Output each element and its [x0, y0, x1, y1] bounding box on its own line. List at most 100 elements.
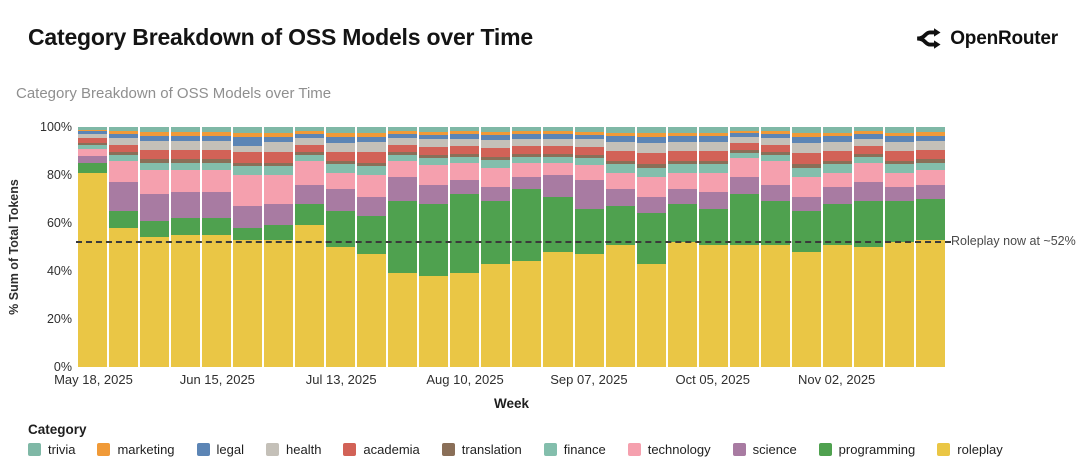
- bar-segment-science: [140, 194, 170, 221]
- bar-segment-science: [760, 184, 790, 202]
- bar-segment-science: [512, 177, 542, 190]
- bar-segment-health: [326, 142, 356, 152]
- bar-segment-health: [388, 137, 418, 145]
- stacked-bar-week-21: [698, 127, 728, 367]
- bar-segment-finance: [202, 162, 232, 171]
- bar-segment-health: [295, 137, 325, 145]
- bar-segment-translation: [388, 151, 418, 155]
- bar-segment-legal: [667, 136, 697, 142]
- legend-swatch-academia: [343, 443, 357, 456]
- bar-segment-programming: [233, 227, 263, 240]
- legend-item-translation[interactable]: translation: [441, 442, 522, 457]
- bar-segment-finance: [636, 168, 666, 178]
- bar-segment-health: [853, 138, 883, 146]
- legend-item-legal[interactable]: legal: [196, 442, 244, 457]
- stacked-bar-week-22: [729, 127, 759, 367]
- bar-segment-programming: [109, 211, 139, 228]
- bar-segment-technology: [140, 170, 170, 195]
- bar-segment-academia: [171, 149, 201, 160]
- bar-segment-programming: [667, 203, 697, 243]
- bar-segment-programming: [450, 194, 480, 274]
- bar-segment-legal: [636, 137, 666, 144]
- legend-title: Category: [28, 422, 87, 437]
- bar-segment-health: [574, 139, 604, 147]
- bar-segment-technology: [171, 170, 201, 192]
- legend-swatch-technology: [627, 443, 641, 456]
- bar-segment-academia: [698, 150, 728, 161]
- bar-segment-translation: [171, 159, 201, 163]
- bar-segment-science: [326, 189, 356, 211]
- bar-segment-programming: [605, 206, 635, 245]
- stacked-bar-week-5: [202, 127, 232, 367]
- bar-segment-finance: [822, 164, 852, 173]
- legend-item-technology[interactable]: technology: [627, 442, 711, 457]
- stacked-bar-week-11: [388, 127, 418, 367]
- bar-segment-programming: [202, 218, 232, 235]
- legend-item-health[interactable]: health: [266, 442, 321, 457]
- bar-segment-science: [605, 189, 635, 207]
- bar-segment-roleplay: [636, 263, 666, 367]
- bar-segment-legal: [543, 134, 573, 139]
- bar-segment-marketing: [884, 132, 914, 137]
- legend-label: technology: [647, 442, 711, 457]
- bar-segment-finance: [884, 164, 914, 173]
- legend-item-marketing[interactable]: marketing: [97, 442, 175, 457]
- bar-segment-programming: [481, 201, 511, 264]
- bar-segment-technology: [667, 172, 697, 190]
- x-tick: Jul 13, 2025: [305, 372, 377, 387]
- bar-segment-legal: [450, 134, 480, 139]
- bar-segment-science: [884, 187, 914, 202]
- bar-segment-roleplay: [109, 227, 139, 367]
- bar-segment-marketing: [605, 132, 635, 137]
- y-tick-0: 0%: [53, 360, 72, 374]
- bar-segment-finance: [915, 162, 945, 171]
- x-tick: Sep 07, 2025: [550, 372, 628, 387]
- stacked-bar-week-3: [140, 127, 170, 367]
- bar-segment-technology: [264, 175, 294, 204]
- bar-segment-marketing: [140, 132, 170, 136]
- bar-segment-marketing: [853, 131, 883, 135]
- legend-label: marketing: [117, 442, 175, 457]
- legend-label: finance: [563, 442, 606, 457]
- bar-segment-trivia: [419, 127, 449, 132]
- bar-segment-roleplay: [884, 242, 914, 367]
- bar-segment-marketing: [388, 131, 418, 134]
- x-axis-ticks: May 18, 2025 Jun 15, 2025 Jul 13, 2025 Aug …: [54, 372, 945, 388]
- bar-segment-marketing: [264, 132, 294, 137]
- stacked-bar-week-27: [884, 127, 914, 367]
- bar-segment-legal: [574, 134, 604, 140]
- bar-segment-marketing: [481, 131, 511, 136]
- bar-segment-science: [295, 184, 325, 204]
- legend-item-roleplay[interactable]: roleplay: [937, 442, 1003, 457]
- bar-segment-technology: [419, 165, 449, 185]
- bar-segment-programming: [729, 194, 759, 245]
- bar-segment-academia: [760, 144, 790, 152]
- bar-segment-academia: [605, 150, 635, 161]
- legend-item-programming[interactable]: programming: [818, 442, 915, 457]
- openrouter-logo: OpenRouter: [914, 26, 1058, 51]
- bar-segment-translation: [822, 160, 852, 165]
- bar-segment-programming: [791, 211, 821, 252]
- legend-item-science[interactable]: science: [732, 442, 797, 457]
- legend-items: trivia marketing legal health academia transl…: [28, 442, 1003, 457]
- legend-item-trivia[interactable]: trivia: [28, 442, 75, 457]
- bar-segment-academia: [357, 152, 387, 163]
- bar-segment-academia: [140, 149, 170, 160]
- stacked-bar-week-26: [853, 127, 883, 367]
- bar-segment-technology: [78, 148, 108, 156]
- chart-subtitle: Category Breakdown of OSS Models over Ti…: [16, 85, 332, 102]
- legend-item-academia[interactable]: academia: [343, 442, 420, 457]
- bar-segment-finance: [326, 164, 356, 173]
- stacked-bar-week-25: [822, 127, 852, 367]
- x-tick: Aug 10, 2025: [426, 372, 504, 387]
- bar-segment-legal: [78, 131, 108, 135]
- y-tick-20: 20%: [46, 312, 72, 326]
- bar-segment-finance: [388, 154, 418, 161]
- bar-segment-translation: [884, 160, 914, 165]
- bar-segment-health: [760, 137, 790, 145]
- bar-segment-science: [543, 175, 573, 197]
- legend-label: legal: [216, 442, 244, 457]
- legend-item-finance[interactable]: finance: [543, 442, 606, 457]
- bar-segment-marketing: [698, 132, 728, 137]
- bar-segment-technology: [512, 163, 542, 178]
